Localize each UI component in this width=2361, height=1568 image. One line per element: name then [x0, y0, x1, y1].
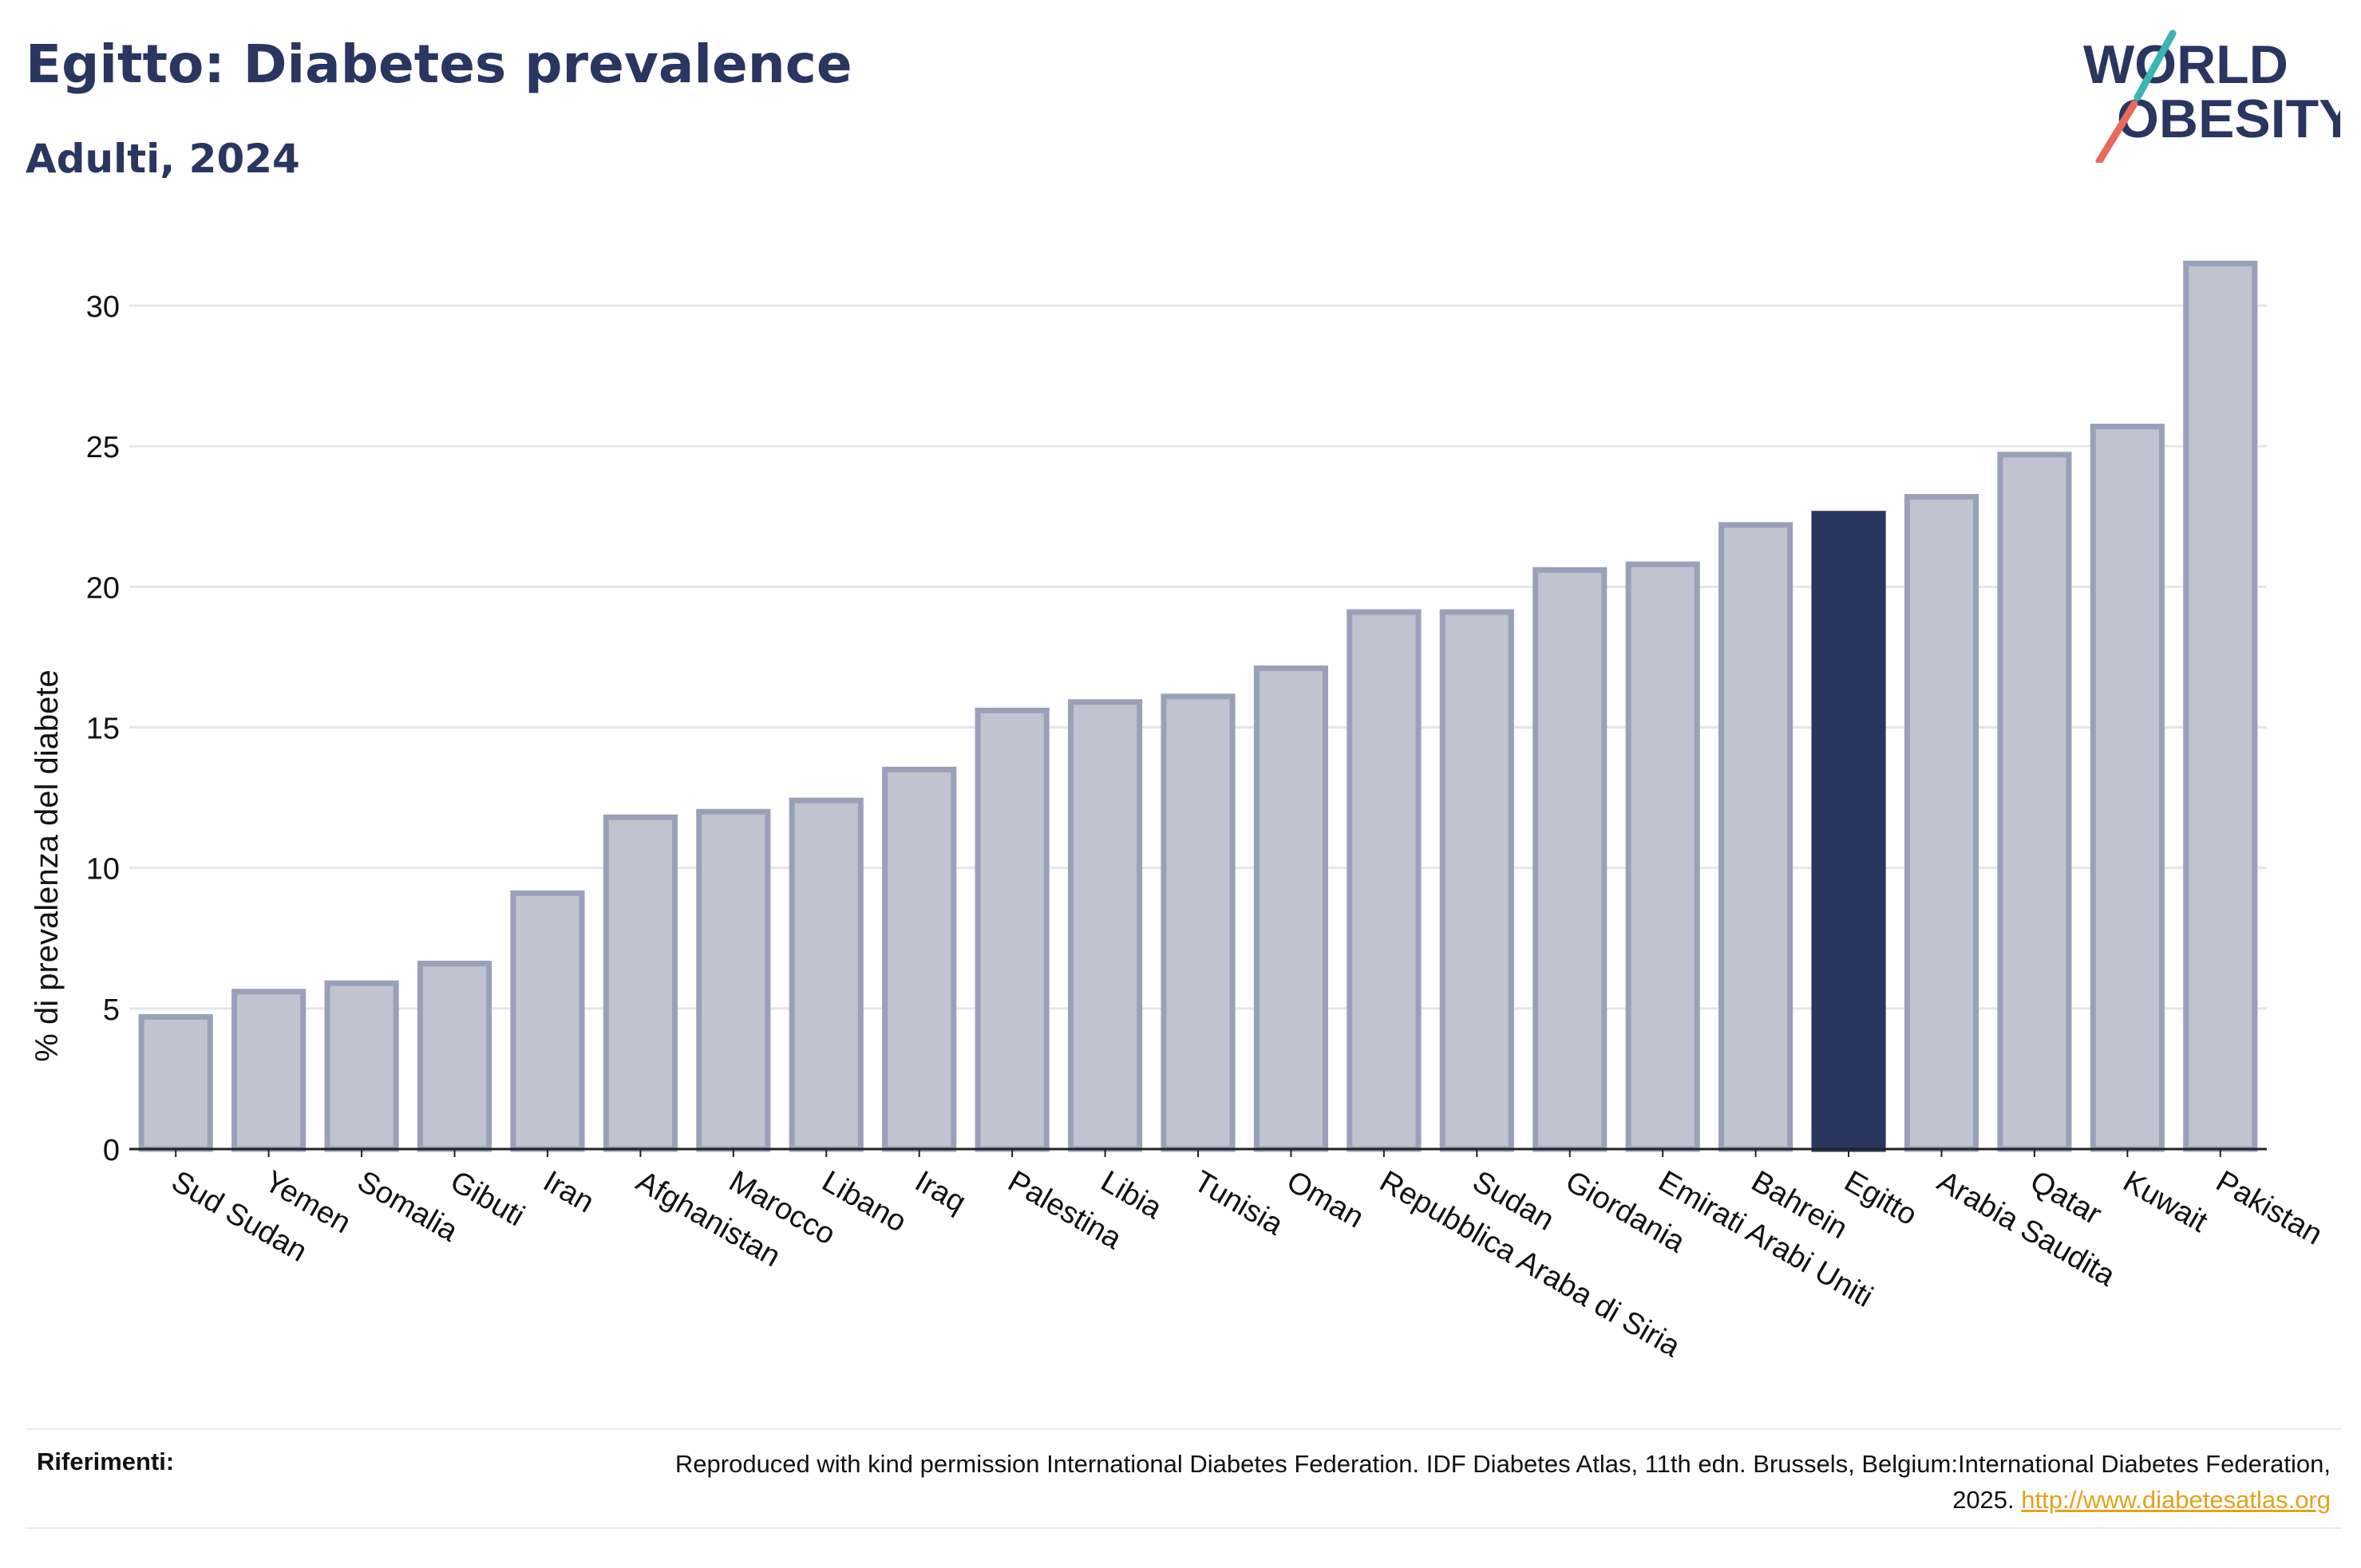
references-body: Reproduced with kind permission Internat…: [674, 1450, 2331, 1514]
bar-somalia: [324, 980, 399, 1152]
x-tick-label: Pakistan: [2210, 1164, 2327, 1251]
bar-sudan: [1439, 609, 1514, 1152]
y-tick-label: 30: [86, 290, 120, 324]
logo-text-world: WORLD: [2083, 34, 2288, 95]
bar-yemen: [231, 989, 306, 1152]
y-tick-label: 5: [103, 993, 120, 1027]
bar-libano: [789, 797, 864, 1152]
y-axis-label: % di prevalenza del diabete: [30, 669, 65, 1061]
bar-libia: [1067, 699, 1143, 1152]
x-tick-label: Iraq: [909, 1164, 971, 1219]
y-tick-label: 15: [86, 713, 120, 746]
diabetes-atlas-link[interactable]: http://www.diabetesatlas.org: [2021, 1486, 2331, 1514]
x-tick-label: Somalia: [352, 1164, 465, 1248]
references-text: Reproduced with kind permission Internat…: [655, 1446, 2331, 1518]
bar-afghanistan: [603, 814, 678, 1152]
bar-palestina: [975, 707, 1050, 1152]
logo-text-obesity: OBESITY: [2117, 89, 2340, 149]
footer-divider-bottom: [26, 1527, 2342, 1529]
bar-arabia-saudita: [1904, 494, 1979, 1152]
bar-emirati-arabi-uniti: [1625, 561, 1700, 1152]
bar-giordania: [1532, 567, 1608, 1152]
references-label: Riferimenti:: [37, 1448, 175, 1475]
bar-iraq: [882, 766, 957, 1152]
x-tick-label: Tunisia: [1188, 1164, 1290, 1242]
x-tick-label: Kuwait: [2118, 1164, 2213, 1239]
bar-repubblica-araba-di-siria: [1347, 609, 1422, 1152]
bar-sud-sudan: [138, 1013, 213, 1152]
x-tick-label: Egitto: [1839, 1164, 1923, 1232]
logo-slash-teal: [2134, 30, 2177, 101]
bar-kuwait: [2090, 424, 2165, 1152]
bars: [138, 260, 2258, 1152]
y-tick-label: 25: [86, 431, 120, 464]
footer-divider-top: [26, 1428, 2342, 1430]
bar-gibuti: [417, 960, 492, 1152]
chart-subtitle: Adulti, 2024: [26, 136, 300, 182]
x-tick-label: Arabia Saudita: [1932, 1164, 2122, 1293]
bar-qatar: [1997, 452, 2072, 1152]
x-tick-label: Oman: [1281, 1164, 1370, 1234]
y-tick-labels: 0 5 10 15 20 25 30: [86, 290, 120, 1167]
bar-tunisia: [1161, 693, 1236, 1152]
bar-marocco: [696, 808, 771, 1152]
chart-title: Egitto: Diabetes prevalence: [26, 34, 852, 95]
y-tick-label: 10: [86, 853, 120, 887]
bar-bahrein: [1718, 522, 1793, 1152]
world-obesity-logo: WORLD OBESITY: [2083, 30, 2340, 163]
bar-chart: 0 5 10 15 20 25 30 Sud SudanYemenSomaliaGibuti…: [30, 260, 2328, 1365]
bar-iran: [510, 890, 585, 1152]
x-tick-label: Iran: [537, 1164, 599, 1219]
logo-slash-red: [2095, 100, 2138, 163]
y-tick-label: 0: [103, 1134, 120, 1167]
bar-pakistan: [2183, 260, 2258, 1152]
bar-egitto: [1811, 511, 1886, 1152]
bar-oman: [1253, 666, 1329, 1152]
y-tick-label: 20: [86, 571, 120, 605]
